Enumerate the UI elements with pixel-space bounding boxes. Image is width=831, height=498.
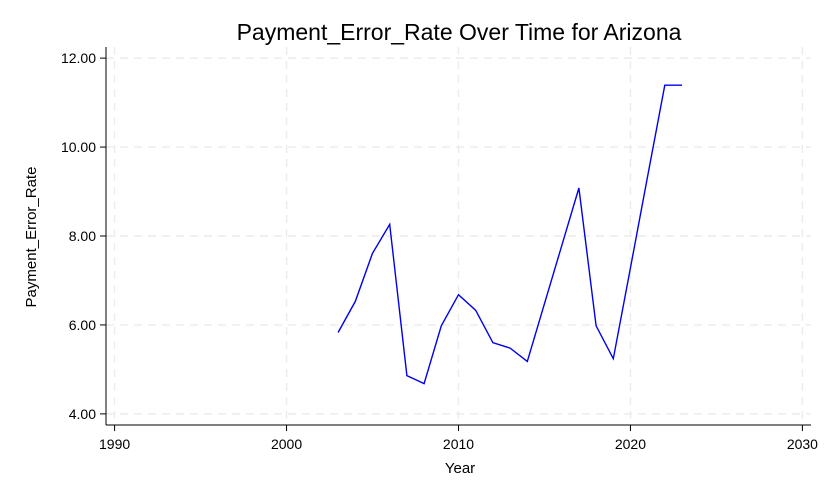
x-tick-label: 1990: [99, 436, 130, 452]
chart-title: Payment_Error_Rate Over Time for Arizona: [237, 19, 682, 45]
y-tick-label: 8.00: [69, 228, 96, 244]
data-point: [353, 299, 357, 303]
y-tick-label: 12.00: [61, 50, 96, 66]
data-point: [491, 341, 495, 345]
data-point: [560, 244, 564, 248]
data-point: [663, 83, 667, 87]
data-point: [611, 357, 615, 361]
data-point: [457, 293, 461, 297]
data-point: [439, 324, 443, 328]
data-point: [628, 266, 632, 270]
data-point: [594, 324, 598, 328]
axis-ticks: 4.00 6.00 8.00 10.00 12.00 1990 2000 2010 2020 20…: [61, 50, 818, 452]
y-tick-label: 6.00: [69, 317, 96, 333]
x-tick-label: 2000: [271, 436, 302, 452]
data-point: [680, 83, 684, 87]
data-point: [422, 382, 426, 386]
data-point: [405, 374, 409, 378]
y-axis-label: Payment_Error_Rate: [23, 167, 40, 308]
y-tick-label: 10.00: [61, 139, 96, 155]
x-tick-label: 2010: [443, 436, 474, 452]
data-point: [336, 331, 340, 335]
x-tick-label: 2020: [615, 436, 646, 452]
data-point: [474, 308, 478, 312]
series-line-0: [337, 84, 682, 385]
data-point: [646, 174, 650, 178]
y-tick-label: 4.00: [69, 406, 96, 422]
gridlines: [106, 47, 811, 425]
x-axis-label: Year: [445, 460, 475, 477]
series-layer: [336, 83, 684, 386]
x-tick-label: 2030: [787, 436, 818, 452]
data-point: [508, 346, 512, 350]
data-point: [371, 251, 375, 255]
data-point: [577, 186, 581, 190]
data-point: [388, 222, 392, 226]
data-point: [525, 359, 529, 363]
data-point: [542, 302, 546, 306]
